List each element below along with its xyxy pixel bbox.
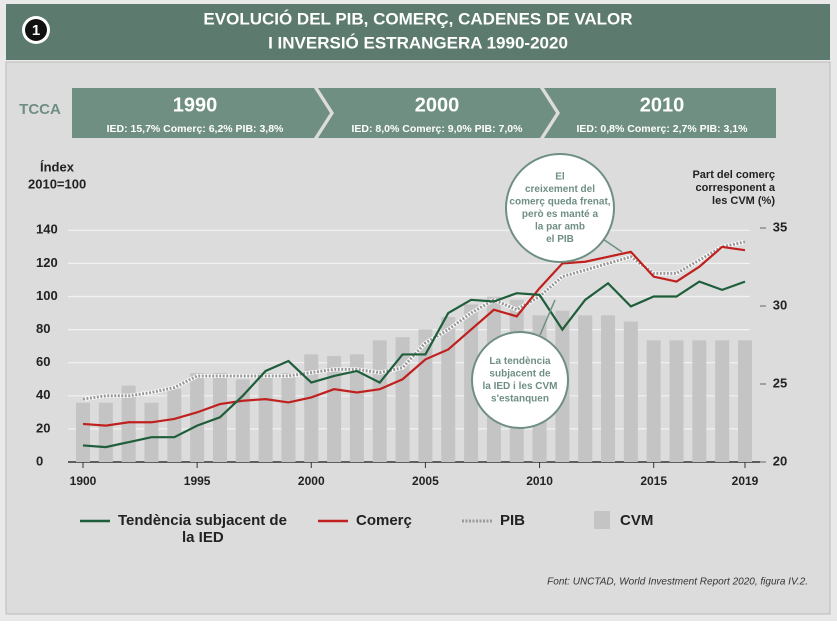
period-year: 1990 (173, 94, 218, 116)
y-tick-label: 140 (36, 222, 58, 237)
bar (76, 402, 90, 462)
bar (349, 354, 364, 462)
x-tick-label: 1995 (184, 474, 211, 488)
legend-label: PIB (500, 512, 525, 529)
bar (98, 402, 113, 462)
tcca-label: TCCA (19, 101, 61, 118)
y-tick-label: 60 (36, 354, 50, 369)
bar (258, 373, 273, 462)
annotation-text: El (555, 171, 565, 182)
bar (578, 315, 593, 462)
panel (5, 61, 831, 615)
legend-label: CVM (620, 512, 653, 529)
x-tick-label: 2010 (526, 474, 553, 488)
y-tick-label: 100 (36, 288, 58, 303)
bar (669, 340, 684, 462)
y-tick-label: 20 (36, 420, 50, 435)
bar (692, 340, 707, 462)
period-year: 2000 (415, 94, 460, 116)
y2-axis-label: Part del comerç (692, 169, 775, 181)
badge-inner (25, 19, 47, 41)
y2-axis-label: corresponent a (696, 182, 776, 194)
source: Font: UNCTAD, World Investment Report 20… (547, 577, 808, 588)
y2-tick-label: 35 (773, 219, 787, 234)
bar (738, 340, 752, 462)
annotation-text: però es manté a (522, 209, 599, 220)
title-line: EVOLUCIÓ DEL PIB, COMERÇ, CADENES DE VAL… (203, 9, 632, 28)
bar (281, 373, 296, 462)
annotation-text: creixement del (525, 184, 595, 195)
period-box (72, 88, 330, 138)
y2-axis-label: les CVM (%) (712, 195, 775, 207)
bar (715, 340, 730, 462)
bar (623, 321, 638, 462)
bar (646, 340, 661, 462)
period-rates: IED: 8,0% Comerç: 9,0% PIB: 7,0% (352, 123, 524, 135)
y-tick-label: 0 (36, 453, 43, 468)
y2-tick-label: 20 (773, 453, 787, 468)
bar (372, 340, 387, 462)
annotation-text: comerç queda frenat, (509, 196, 610, 207)
annotation-text: La tendència (489, 356, 551, 367)
bar (144, 402, 159, 462)
title-line: I INVERSIÓ ESTRANGERA 1990-2020 (268, 33, 568, 52)
annotation-text: el PIB (546, 234, 574, 245)
x-tick-label: 2005 (412, 474, 439, 488)
period-box (318, 88, 556, 138)
bar (327, 355, 342, 462)
x-tick-label: 2019 (732, 474, 759, 488)
y-tick-label: 80 (36, 321, 50, 336)
bar (190, 373, 205, 462)
line (82, 245, 746, 427)
annotation-bubble (471, 331, 569, 429)
bar (441, 316, 456, 462)
bar (464, 304, 479, 462)
period-rates: IED: 15,7% Comerç: 6,2% PIB: 3,8% (107, 123, 284, 135)
legend-label: Tendència subjacent de la IED (118, 512, 287, 546)
legend-label: Comerç (356, 512, 412, 529)
y-axis-label: Índex (40, 159, 75, 174)
x-tick-label: 1900 (70, 474, 97, 488)
period-box (544, 88, 776, 138)
line (82, 280, 746, 449)
header (6, 4, 830, 60)
x-tick-label: 2015 (640, 474, 667, 488)
y-tick-label: 40 (36, 387, 50, 402)
annotation-text: subjacent de (489, 368, 551, 379)
legend-label-line: Tendència subjacent de (118, 512, 287, 529)
period-rates: IED: 0,8% Comerç: 2,7% PIB: 3,1% (577, 123, 749, 135)
y2-tick-label: 25 (773, 375, 787, 390)
annotation-bubble (505, 153, 615, 263)
period-year: 2010 (640, 94, 685, 116)
legend-label-line: la IED (182, 529, 224, 546)
annotation-text: la par amb (535, 221, 585, 232)
bar (167, 388, 182, 462)
bar (601, 315, 616, 462)
y-tick-label: 120 (36, 255, 58, 270)
legend-swatch (594, 511, 610, 529)
annotation-text: la IED i les CVM (482, 381, 557, 392)
annotation-pointer (539, 299, 556, 336)
y-axis-label: 2010=100 (28, 176, 86, 191)
badge-number: 1 (32, 22, 40, 39)
y2-tick-label: 30 (773, 297, 787, 312)
annotation-text: s'estanquen (491, 393, 549, 404)
x-tick-label: 2000 (298, 474, 325, 488)
